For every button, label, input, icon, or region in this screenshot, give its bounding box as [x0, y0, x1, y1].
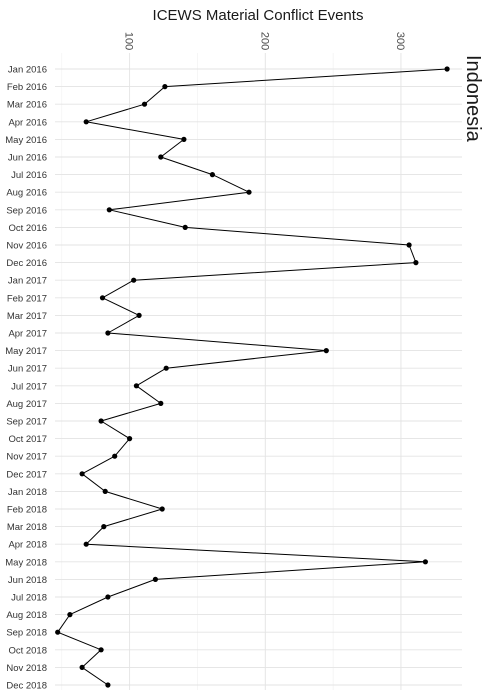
data-point — [102, 488, 108, 494]
data-point — [131, 277, 137, 283]
y-tick-label: Sep 2017 — [6, 417, 47, 428]
data-point — [141, 101, 148, 107]
y-tick-label: Dec 2017 — [6, 469, 47, 480]
data-point — [182, 224, 188, 230]
y-tick-label: May 2016 — [5, 135, 47, 146]
data-point — [98, 647, 104, 653]
y-tick-label: Mar 2016 — [7, 100, 47, 111]
y-tick-label: Apr 2018 — [8, 540, 47, 551]
y-tick-label: May 2018 — [5, 557, 47, 568]
data-point — [444, 66, 450, 72]
chart-title: ICEWS Material Conflict Events — [153, 7, 364, 24]
data-point — [105, 330, 111, 336]
data-point — [406, 242, 412, 248]
y-tick-label: Jan 2016 — [8, 65, 47, 76]
data-point — [158, 400, 164, 406]
y-tick-label: Dec 2016 — [6, 258, 47, 269]
series-layer — [57, 68, 448, 686]
y-tick-label: Nov 2016 — [6, 241, 47, 252]
data-point — [55, 629, 61, 635]
y-tick-label: Feb 2016 — [7, 82, 47, 93]
data-point — [83, 119, 89, 125]
y-tick-label: Oct 2018 — [8, 645, 47, 656]
y-tick-label: Sep 2016 — [6, 205, 47, 216]
y-tick-label: Jun 2016 — [8, 153, 47, 164]
x-tick-label: 200 — [258, 32, 270, 50]
data-point — [246, 189, 252, 195]
data-point — [209, 172, 215, 178]
facet-strip-label: Indonesia — [462, 55, 484, 143]
data-point — [152, 576, 158, 583]
y-tick-label: Mar 2017 — [7, 311, 47, 322]
y-tick-label: Oct 2017 — [8, 434, 47, 445]
data-point — [422, 559, 428, 565]
y-tick-label: Jun 2018 — [8, 575, 47, 586]
y-tick-label: Oct 2016 — [8, 223, 47, 234]
y-tick-label: Jan 2017 — [8, 276, 47, 287]
y-tick-label: Jul 2016 — [11, 170, 47, 181]
y-tick-label: Jul 2017 — [11, 381, 47, 392]
y-tick-label: Aug 2016 — [6, 188, 47, 199]
data-point — [99, 295, 106, 301]
y-tick-label: Aug 2018 — [6, 610, 47, 621]
y-tick-label: Jun 2017 — [8, 364, 47, 375]
x-tick-label: 300 — [394, 32, 406, 50]
y-tick-label: Mar 2018 — [7, 522, 47, 533]
y-tick-label: Sep 2018 — [6, 628, 47, 639]
data-point — [133, 383, 139, 389]
data-point — [83, 541, 89, 547]
data-point — [158, 154, 164, 160]
y-tick-label: Dec 2018 — [6, 681, 47, 692]
x-tick-label: 100 — [123, 32, 135, 50]
y-tick-label: Nov 2017 — [6, 452, 47, 463]
data-point — [136, 312, 142, 318]
grid — [55, 53, 462, 690]
data-point — [79, 471, 85, 477]
series-line — [57, 68, 448, 686]
data-point — [79, 664, 85, 671]
data-point — [101, 524, 107, 530]
y-tick-label: Jul 2018 — [11, 593, 47, 604]
data-point — [413, 260, 419, 266]
y-axis: Jan 2016 Feb 2016 Mar 2016 Apr 2016 May 2016… — [5, 65, 47, 692]
y-tick-label: Feb 2018 — [7, 505, 47, 516]
y-tick-label: Apr 2017 — [8, 329, 47, 340]
data-point — [162, 84, 168, 90]
y-tick-label: Feb 2017 — [7, 293, 47, 304]
y-tick-label: May 2017 — [5, 346, 47, 357]
data-point — [112, 453, 118, 459]
data-point — [105, 594, 111, 600]
data-point — [105, 682, 111, 688]
data-point — [181, 136, 187, 142]
y-tick-label: Jan 2018 — [8, 487, 47, 498]
data-point — [127, 436, 133, 442]
y-tick-label: Apr 2016 — [8, 117, 47, 128]
data-point — [67, 612, 73, 618]
data-point — [159, 506, 165, 512]
data-point — [98, 418, 104, 424]
y-tick-label: Nov 2018 — [6, 663, 47, 674]
x-axis: 100 200 300 — [123, 32, 406, 50]
data-point — [163, 365, 169, 371]
y-tick-label: Aug 2017 — [6, 399, 47, 410]
data-point — [323, 348, 329, 354]
data-point — [106, 207, 112, 213]
points-layer — [55, 66, 450, 688]
